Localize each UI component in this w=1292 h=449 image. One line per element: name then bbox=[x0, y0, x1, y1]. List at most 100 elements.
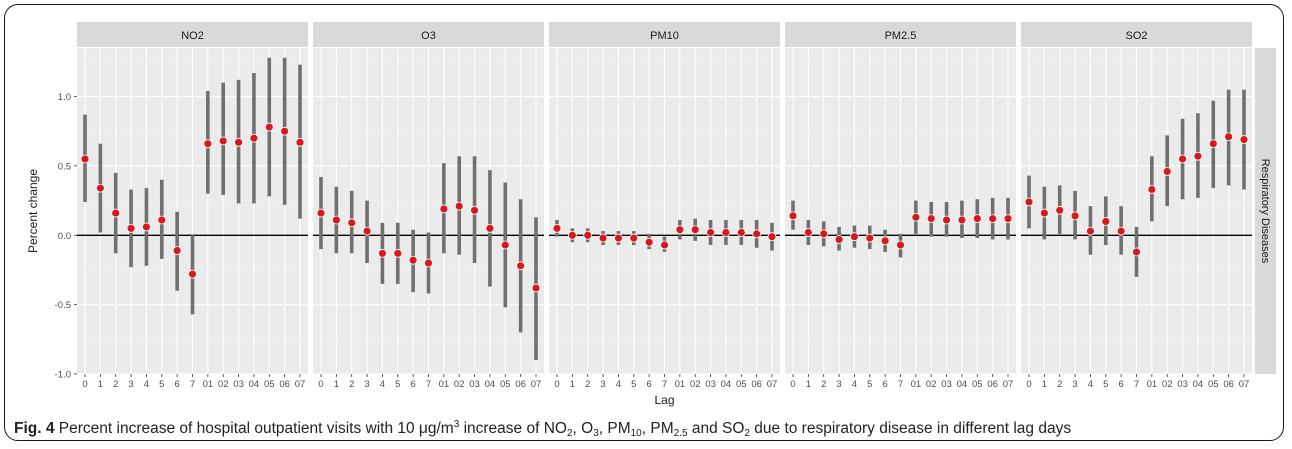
x-tick-label: 06 bbox=[279, 379, 290, 390]
x-tick-label: 05 bbox=[972, 379, 983, 390]
caption-text: due to respiratory disease in different … bbox=[749, 420, 1072, 437]
estimate-point bbox=[234, 137, 243, 147]
estimate-point bbox=[408, 255, 418, 265]
x-tick-label: 03 bbox=[1177, 379, 1188, 390]
x-tick-label: 01 bbox=[911, 379, 922, 390]
caption-text: Percent increase of hospital outpatient … bbox=[54, 420, 454, 437]
estimate-point bbox=[736, 228, 746, 237]
estimate-point bbox=[500, 240, 510, 250]
x-tick-label: 03 bbox=[705, 379, 716, 390]
estimate-point bbox=[531, 283, 541, 293]
estimate-point bbox=[942, 215, 951, 225]
estimate-point bbox=[850, 232, 859, 242]
y-axis-title: Percent change bbox=[26, 169, 40, 253]
x-tick-label: 4 bbox=[852, 379, 857, 390]
estimate-point bbox=[957, 215, 967, 225]
estimate-point bbox=[660, 240, 669, 250]
x-tick-label: 3 bbox=[128, 379, 133, 390]
panel-pm25: PM2.50 1 2 3 4 5 6 7 01 02 03 04 05 06 07 bbox=[785, 22, 1016, 390]
estimate-point bbox=[803, 228, 813, 237]
x-tick-label: 4 bbox=[616, 379, 621, 390]
x-tick-label: 04 bbox=[957, 379, 968, 390]
x-tick-label: 2 bbox=[349, 379, 354, 390]
caption-text: , PM bbox=[641, 420, 674, 437]
x-tick-label: 4 bbox=[144, 379, 149, 390]
x-tick-label: 04 bbox=[721, 379, 732, 390]
x-tick-label: 1 bbox=[334, 379, 339, 390]
x-tick-label: 05 bbox=[1208, 379, 1219, 390]
estimate-point bbox=[1193, 151, 1203, 161]
y-tick-label: -1.0 bbox=[55, 370, 71, 381]
x-tick-label: 2 bbox=[585, 379, 590, 390]
x-tick-label: 7 bbox=[898, 379, 903, 390]
estimate-point bbox=[249, 133, 259, 143]
x-tick-label: 02 bbox=[926, 379, 937, 390]
estimate-point bbox=[1147, 185, 1157, 194]
x-tick-label: 5 bbox=[395, 379, 400, 390]
estimate-point bbox=[157, 215, 167, 225]
x-tick-label: 0 bbox=[1026, 379, 1031, 390]
estimate-point bbox=[552, 223, 562, 233]
estimate-point bbox=[1086, 226, 1095, 236]
estimate-point bbox=[172, 246, 182, 255]
x-tick-label: 7 bbox=[190, 379, 195, 390]
x-tick-label: 05 bbox=[736, 379, 747, 390]
estimate-point bbox=[1024, 197, 1034, 207]
x-tick-label: 03 bbox=[469, 379, 480, 390]
x-tick-label: 04 bbox=[249, 379, 260, 390]
x-tick-label: 06 bbox=[987, 379, 998, 390]
facet-strip-label: O3 bbox=[421, 30, 436, 42]
estimate-point bbox=[583, 230, 593, 240]
estimate-point bbox=[454, 201, 464, 211]
estimate-point bbox=[264, 122, 274, 132]
x-tick-label: 02 bbox=[218, 379, 229, 390]
estimate-point bbox=[111, 208, 121, 218]
y-tick-label: 1.0 bbox=[58, 92, 71, 103]
estimate-point bbox=[567, 230, 577, 240]
x-tick-label: 06 bbox=[751, 379, 762, 390]
estimate-point bbox=[865, 233, 875, 243]
estimate-point bbox=[598, 233, 608, 243]
estimate-point bbox=[188, 269, 197, 279]
x-tick-label: 03 bbox=[233, 379, 244, 390]
estimate-point bbox=[834, 235, 844, 244]
x-tick-label: 07 bbox=[1239, 379, 1250, 390]
caption-text: , O bbox=[572, 420, 594, 437]
x-tick-label: 1 bbox=[806, 379, 811, 390]
caption-sub: 3 bbox=[593, 428, 599, 439]
estimate-point bbox=[1224, 132, 1234, 142]
estimate-point bbox=[644, 237, 654, 247]
estimate-point bbox=[1055, 205, 1065, 215]
x-tick-label: 7 bbox=[426, 379, 431, 390]
x-tick-label: 6 bbox=[174, 379, 179, 390]
estimate-point bbox=[485, 223, 495, 233]
estimate-point bbox=[1208, 139, 1218, 149]
estimate-point bbox=[1178, 154, 1187, 164]
estimate-point bbox=[393, 248, 403, 258]
x-tick-label: 3 bbox=[1072, 379, 1077, 390]
x-tick-label: 5 bbox=[631, 379, 636, 390]
x-tick-label: 07 bbox=[1003, 379, 1014, 390]
x-tick-label: 5 bbox=[867, 379, 872, 390]
x-tick-label: 01 bbox=[203, 379, 214, 390]
x-tick-label: 06 bbox=[515, 379, 526, 390]
estimate-point bbox=[362, 226, 372, 236]
estimate-point bbox=[218, 136, 228, 146]
facet-strip-label: PM2.5 bbox=[885, 30, 917, 42]
estimate-point bbox=[1116, 226, 1126, 236]
x-tick-label: 5 bbox=[1103, 379, 1108, 390]
caption-sub: 10 bbox=[630, 428, 642, 439]
estimate-point bbox=[1039, 208, 1049, 218]
estimate-point bbox=[752, 229, 762, 239]
x-tick-label: 6 bbox=[646, 379, 651, 390]
estimate-point bbox=[1132, 247, 1141, 257]
estimate-point bbox=[972, 214, 982, 224]
estimate-point bbox=[331, 215, 341, 225]
estimate-point bbox=[788, 211, 798, 221]
estimate-point bbox=[1162, 167, 1172, 176]
caption-sub: 2.5 bbox=[673, 428, 688, 439]
x-tick-label: 1 bbox=[570, 379, 575, 390]
estimate-point bbox=[880, 236, 890, 246]
caption-text: and SO bbox=[687, 420, 745, 437]
